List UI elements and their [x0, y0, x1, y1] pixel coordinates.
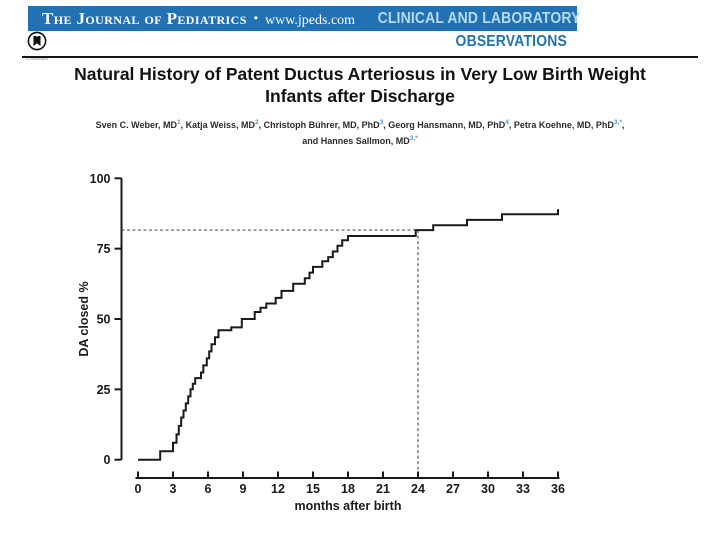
x-tick-label: 0: [135, 482, 142, 496]
masthead-bullet: •: [253, 10, 258, 25]
y-axis-title: DA closed %: [77, 281, 91, 356]
article-title-line1: Natural History of Patent Ductus Arterio…: [74, 64, 646, 84]
x-tick-label: 18: [341, 482, 355, 496]
crossmark-icon: [27, 31, 47, 51]
journal-url: www.jpeds.com: [264, 12, 356, 28]
author-list-line1: Sven C. Weber, MD1, Katja Weiss, MD2, Ch…: [95, 119, 625, 130]
header-divider: [22, 56, 698, 58]
journal-name: The Journal of Pediatrics: [42, 8, 247, 28]
x-tick-label: 15: [306, 482, 320, 496]
journal-masthead: The Journal of Pediatrics • www.jpeds.co…: [42, 9, 355, 29]
y-tick-label: 50: [97, 313, 111, 327]
x-axis-title: months after birth: [295, 499, 402, 513]
x-tick-label: 9: [240, 482, 247, 496]
x-tick-label: 30: [481, 482, 495, 496]
section-label-line2: OBSERVATIONS: [455, 33, 567, 50]
author-list: Sven C. Weber, MD1, Katja Weiss, MD2, Ch…: [0, 116, 720, 148]
article-title-line2: Infants after Discharge: [265, 86, 455, 106]
author-list-line2: and Hannes Sallmon, MD3,*: [302, 135, 418, 146]
article-title: Natural History of Patent Ductus Arterio…: [0, 63, 720, 107]
journal-banner: The Journal of Pediatrics • www.jpeds.co…: [28, 6, 581, 31]
x-tick-label: 27: [446, 482, 460, 496]
crossmark-logo: CrossMark: [20, 31, 54, 61]
x-tick-label: 24: [411, 482, 425, 496]
x-tick-label: 21: [376, 482, 390, 496]
section-label-line1: CLINICAL AND LABORATORY: [377, 9, 581, 27]
figure-survival-curve: 0 25 50 75 100 DA closed % 0 3 6 9 12 15 18 21 24 27 30 3…: [0, 160, 720, 540]
x-tick-label: 12: [271, 482, 285, 496]
x-tick-label: 3: [170, 482, 177, 496]
y-tick-label: 75: [97, 242, 111, 256]
y-tick-label: 100: [90, 172, 111, 186]
crossmark-label: CrossMark: [26, 56, 48, 61]
y-tick-label: 25: [97, 383, 111, 397]
y-tick-label: 0: [104, 453, 111, 467]
x-tick-label: 6: [205, 482, 212, 496]
x-tick-label: 33: [516, 482, 530, 496]
survival-step-curve: [138, 209, 559, 461]
x-tick-label: 36: [551, 482, 565, 496]
